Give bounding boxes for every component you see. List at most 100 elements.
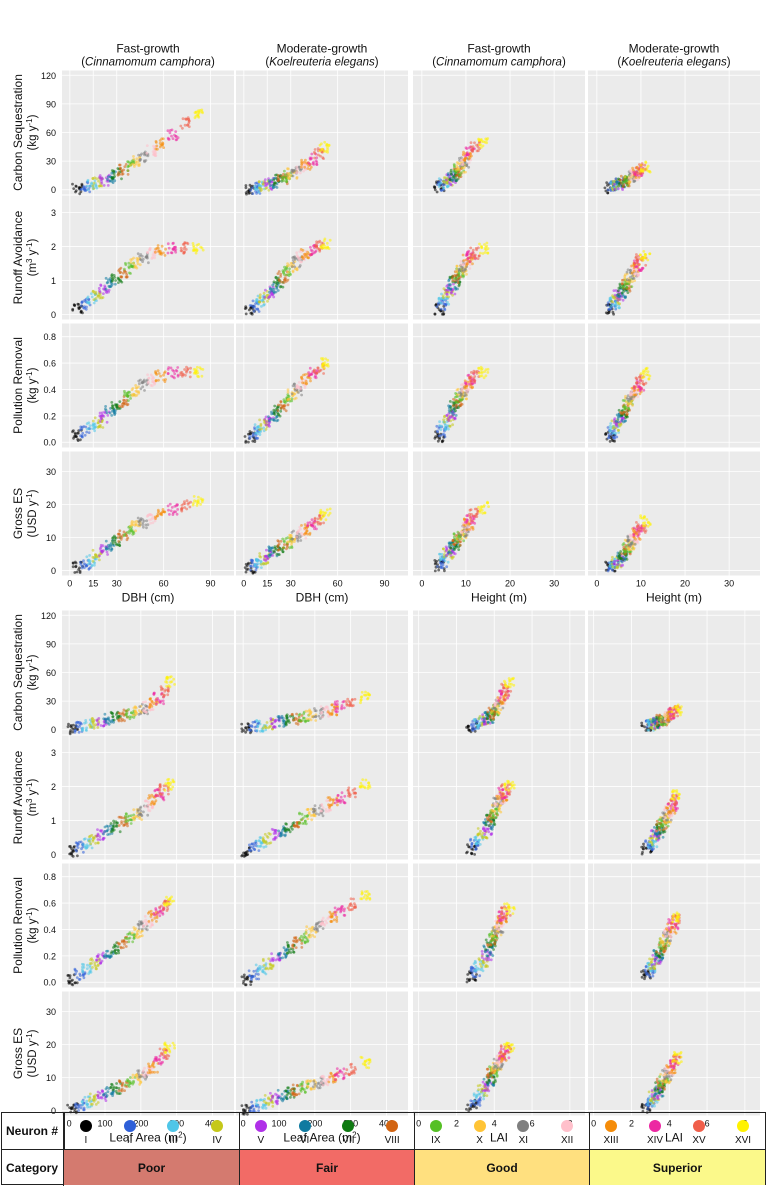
- cluster-point: [443, 569, 446, 573]
- cluster-point: [145, 519, 149, 523]
- cluster-point: [477, 717, 481, 720]
- cluster-point: [145, 526, 148, 530]
- cluster-point: [336, 703, 339, 706]
- cluster-point: [168, 675, 172, 679]
- cluster-point: [303, 386, 307, 390]
- cluster-point: [299, 165, 303, 169]
- cluster-point: [139, 712, 143, 716]
- cluster-point: [613, 182, 616, 186]
- cluster-point: [172, 369, 176, 373]
- cluster-point: [604, 311, 608, 315]
- x-tick-label: 10: [461, 579, 471, 589]
- cluster-point: [132, 157, 136, 161]
- cluster-point: [163, 380, 167, 383]
- cluster-point: [195, 504, 199, 507]
- cluster-point: [264, 288, 267, 292]
- cluster-point: [633, 540, 637, 544]
- cluster-point: [612, 429, 616, 433]
- cluster-point: [284, 280, 288, 283]
- cluster-point: [244, 184, 248, 187]
- cluster-point: [300, 161, 304, 165]
- cluster-point: [283, 543, 286, 546]
- cluster-point: [633, 272, 636, 276]
- cluster-point: [133, 264, 137, 267]
- cluster-point: [174, 369, 178, 372]
- cluster-point: [614, 432, 618, 435]
- cluster-point: [248, 191, 251, 195]
- cluster-point: [446, 560, 450, 564]
- cluster-point: [282, 271, 286, 275]
- cluster-point: [93, 176, 97, 180]
- y-tick-label: 60: [46, 668, 56, 678]
- cluster-point: [133, 705, 137, 709]
- cluster-point: [159, 143, 163, 147]
- cluster-point: [474, 370, 477, 374]
- cluster-point: [284, 277, 287, 281]
- cluster-point: [449, 543, 453, 547]
- cluster-point: [299, 527, 302, 531]
- cluster-point: [294, 396, 298, 400]
- cluster-point: [313, 152, 317, 155]
- cluster-point: [185, 499, 189, 503]
- cluster-point: [609, 429, 612, 433]
- scatter-panel: [236, 610, 408, 735]
- cluster-point: [438, 300, 442, 304]
- x-tick-label: 0: [241, 579, 246, 589]
- cluster-point: [447, 286, 450, 290]
- cluster-point: [267, 545, 271, 549]
- cluster-point: [484, 368, 488, 372]
- cluster-point: [81, 431, 85, 435]
- cluster-point: [471, 724, 475, 728]
- cluster-point: [92, 181, 96, 185]
- cluster-point: [309, 379, 312, 383]
- cluster-point: [617, 557, 620, 560]
- row-label: Pollution Removal (kg y-1): [11, 337, 39, 434]
- y-tick-label: 0: [51, 566, 56, 576]
- cluster-point: [366, 691, 370, 695]
- cluster-point: [111, 404, 114, 407]
- cluster-point: [466, 253, 469, 256]
- scatter-panel: [588, 323, 760, 448]
- cluster-point: [201, 368, 205, 371]
- cluster-point: [309, 165, 313, 169]
- cluster-point: [295, 535, 299, 539]
- cluster-point: [465, 528, 469, 532]
- cluster-point: [117, 277, 121, 281]
- cluster-point: [247, 440, 250, 444]
- cluster-point: [105, 291, 108, 294]
- cluster-point: [477, 246, 480, 250]
- cluster-point: [249, 564, 253, 568]
- column-header-species: (Cinnamomum camphora): [432, 57, 566, 69]
- cluster-point: [143, 153, 146, 157]
- cluster-point: [642, 515, 646, 519]
- panel-background: [413, 451, 585, 576]
- cluster-point: [643, 521, 647, 525]
- cluster-point: [621, 188, 624, 192]
- cluster-point: [150, 377, 154, 381]
- cluster-point: [138, 164, 141, 167]
- cluster-point: [611, 180, 615, 183]
- cluster-point: [442, 312, 446, 316]
- cluster-point: [100, 184, 104, 188]
- cluster-point: [248, 304, 252, 307]
- cluster-point: [614, 423, 618, 426]
- cluster-point: [286, 397, 290, 401]
- cluster-point: [80, 304, 83, 307]
- cluster-point: [107, 546, 111, 549]
- cluster-point: [258, 295, 262, 299]
- cluster-point: [148, 518, 151, 522]
- cluster-point: [162, 695, 165, 699]
- cluster-point: [433, 312, 437, 316]
- cluster-point: [85, 564, 88, 568]
- cluster-point: [638, 381, 642, 385]
- cluster-point: [118, 712, 122, 716]
- cluster-point: [286, 540, 289, 544]
- cluster-point: [123, 267, 126, 271]
- scatter-panel: [413, 451, 585, 576]
- cluster-point: [298, 719, 301, 723]
- cluster-point: [142, 525, 145, 529]
- cluster-point: [85, 729, 88, 732]
- cluster-point: [275, 419, 278, 423]
- cluster-point: [85, 427, 89, 431]
